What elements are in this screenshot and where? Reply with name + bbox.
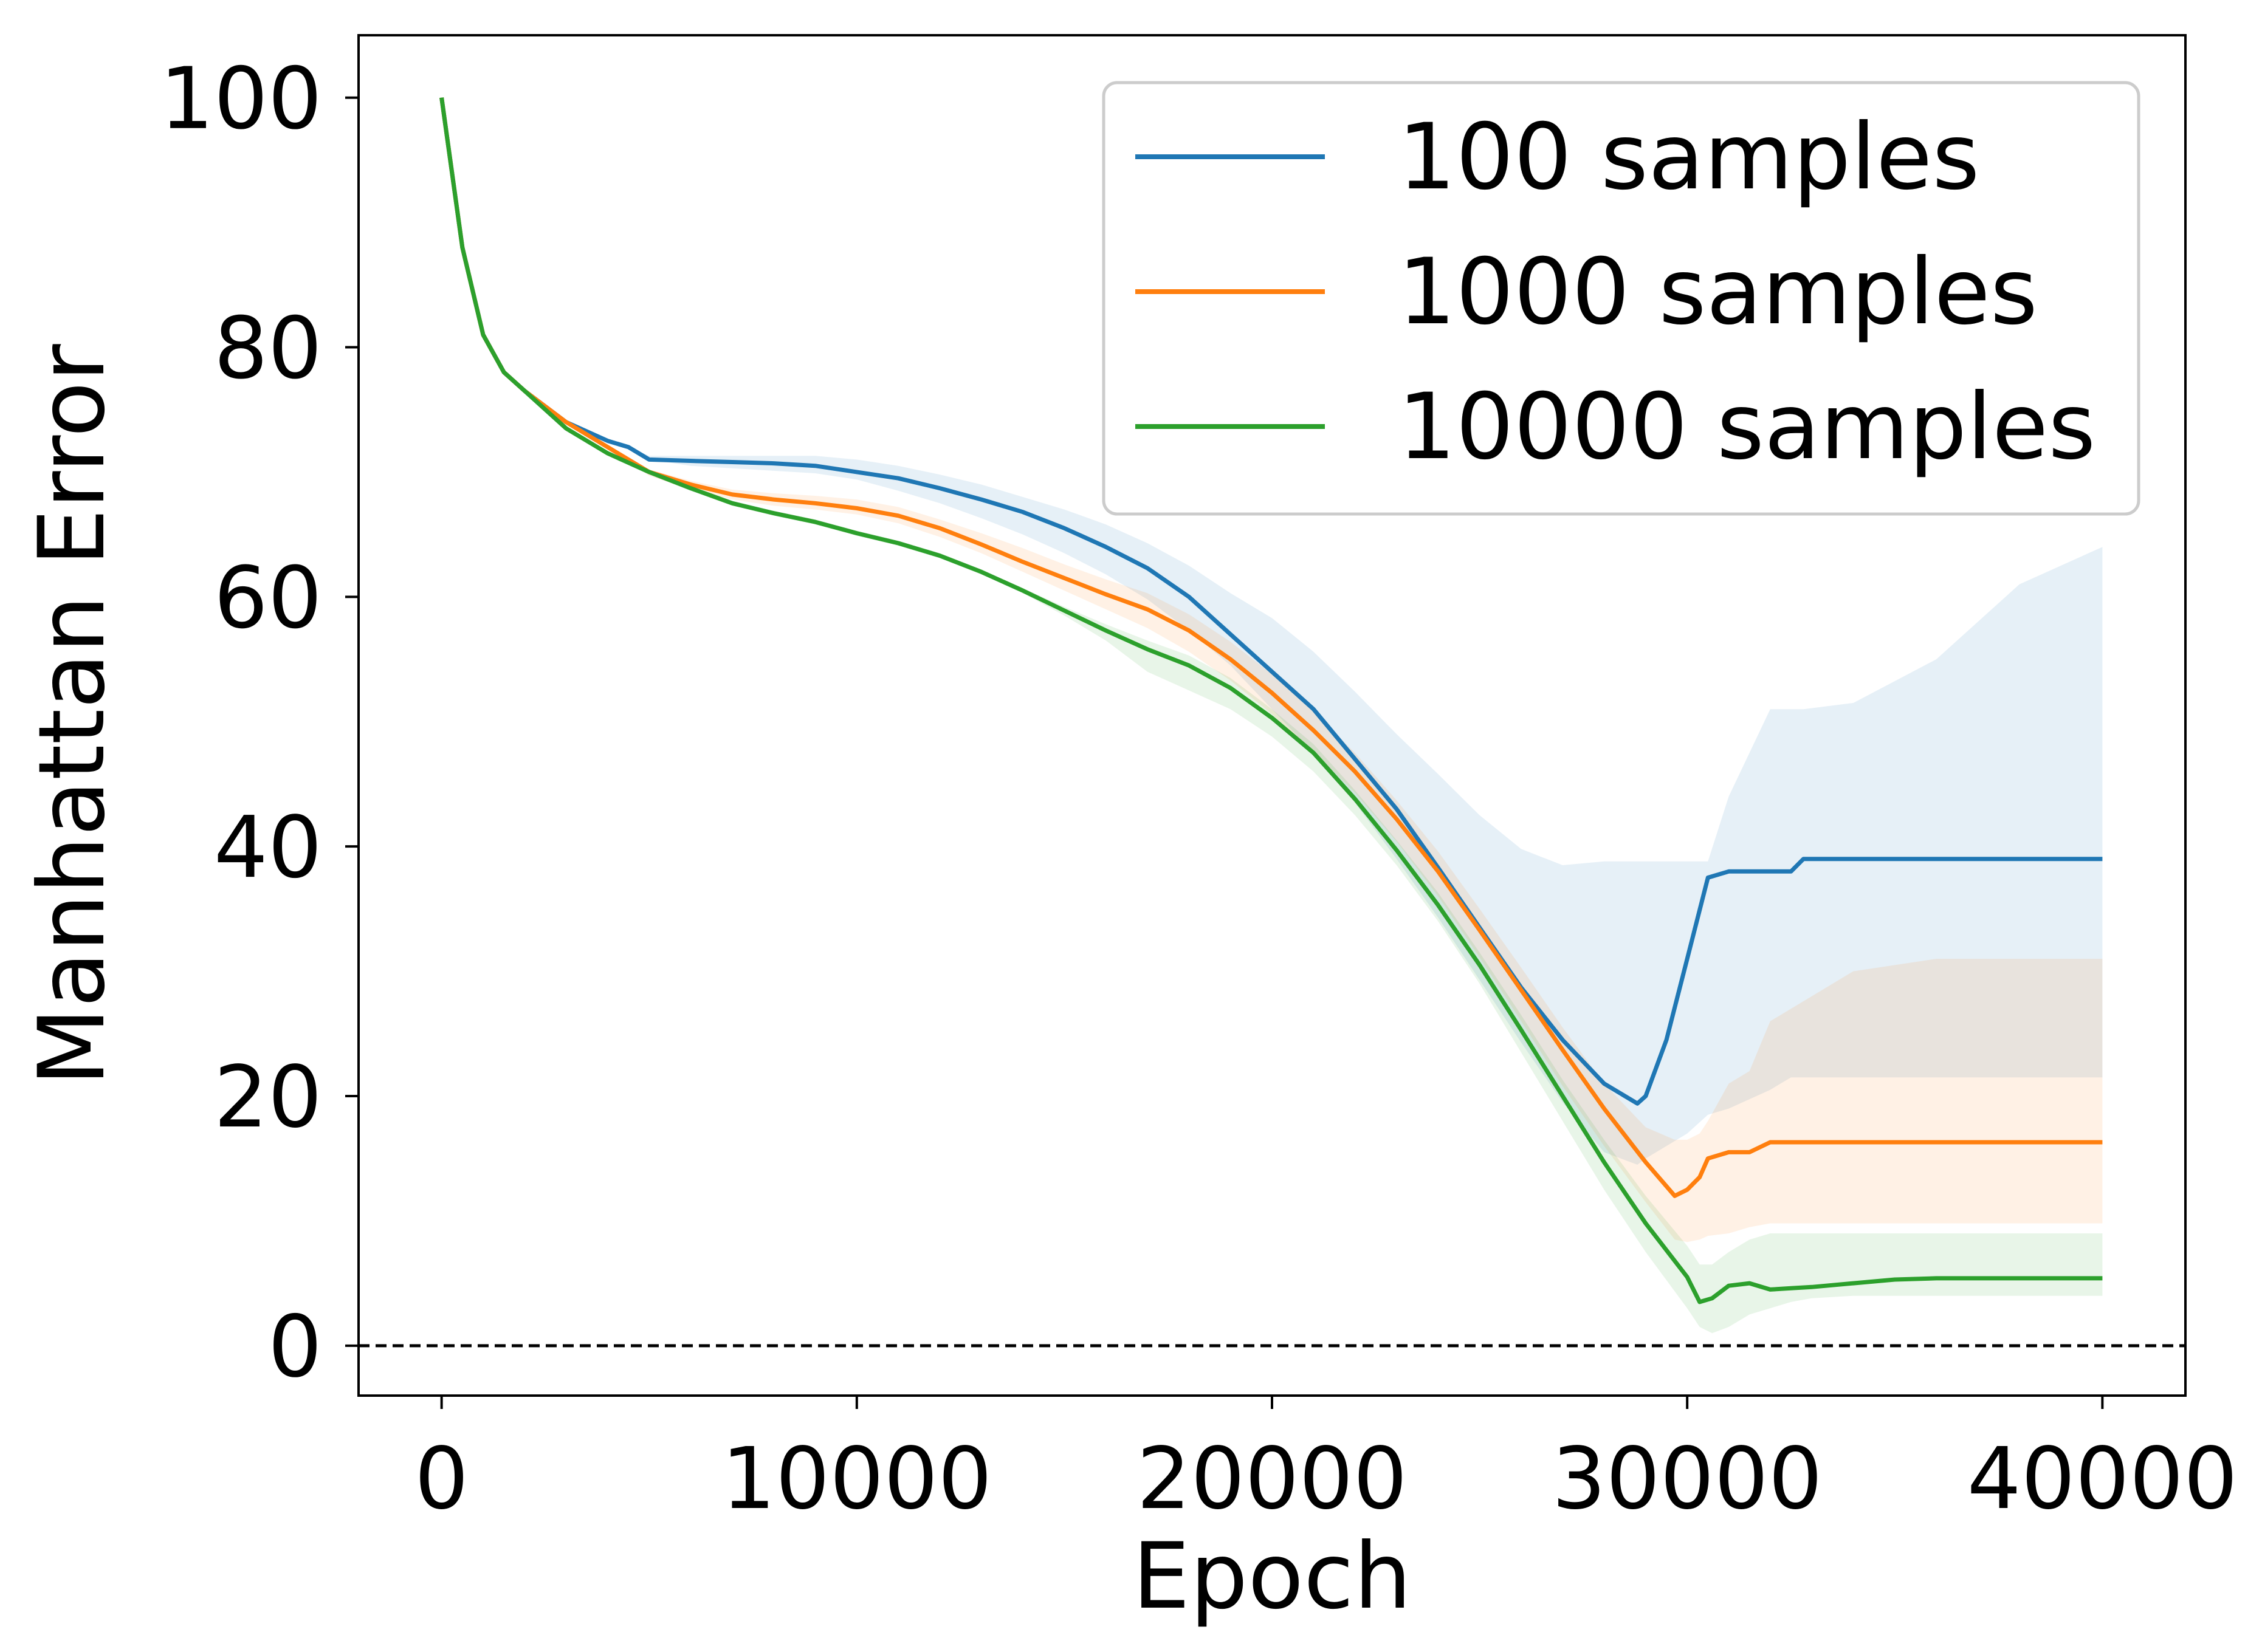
legend-label-100-samples: 100 samples xyxy=(1398,105,1980,210)
x-tick-label: 30000 xyxy=(1552,1430,1822,1529)
band-1000-samples xyxy=(441,97,2103,1242)
series-line-100-samples xyxy=(439,97,2103,1106)
legend-label-1000-samples: 1000 samples xyxy=(1398,239,2038,345)
y-tick-label: 40 xyxy=(214,798,322,897)
legend-box xyxy=(1102,81,2140,516)
x-tick-label: 0 xyxy=(414,1430,469,1529)
x-tick-label: 40000 xyxy=(1967,1430,2238,1529)
x-axis-ticks: 0 10000 20000 30000 40000 xyxy=(414,1396,2238,1529)
y-tick-label: 80 xyxy=(214,300,322,399)
legend: 100 samples 1000 samples 10000 samples xyxy=(1102,81,2140,516)
series-lines xyxy=(439,97,2103,1304)
series-line-10000-samples xyxy=(439,97,2103,1304)
legend-label-10000-samples: 10000 samples xyxy=(1398,374,2095,480)
x-tick-label: 20000 xyxy=(1136,1430,1407,1529)
y-tick-label: 100 xyxy=(160,50,322,149)
x-axis-label: Epoch xyxy=(1132,1524,1411,1630)
y-axis-label: Manhattan Error xyxy=(19,344,125,1086)
y-axis-ticks: 0 20 40 60 80 100 xyxy=(160,50,359,1397)
band-100-samples xyxy=(441,97,2103,1165)
y-tick-label: 20 xyxy=(214,1048,322,1147)
x-tick-label: 10000 xyxy=(721,1430,992,1529)
y-tick-label: 0 xyxy=(268,1298,322,1397)
y-tick-label: 60 xyxy=(214,549,322,648)
